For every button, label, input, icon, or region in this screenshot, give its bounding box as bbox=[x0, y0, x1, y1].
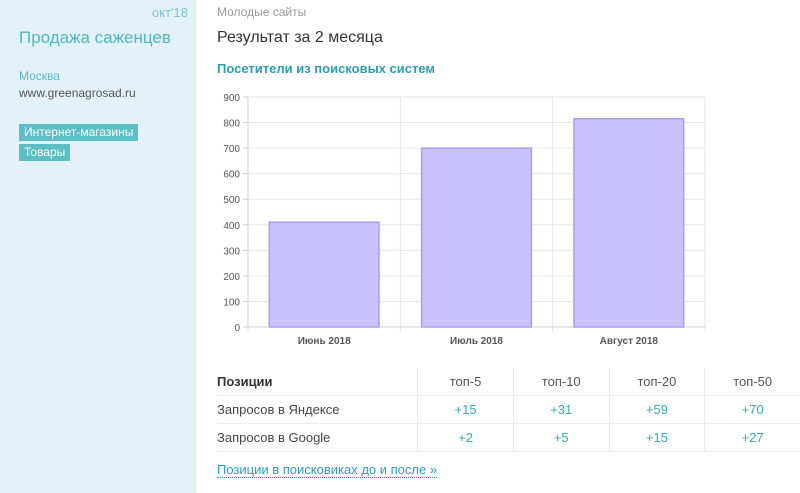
y-tick-label: 200 bbox=[223, 272, 240, 283]
column-top5: топ-5 bbox=[417, 368, 514, 396]
cell-value: +27 bbox=[704, 423, 800, 452]
column-top20: топ-20 bbox=[608, 368, 705, 396]
positions-header: Позиции bbox=[217, 368, 418, 396]
table-row: Запросов в Яндексе +15 +31 +59 +70 bbox=[217, 395, 800, 424]
chart-title: Посетители из поисковых систем bbox=[217, 61, 436, 76]
positions-before-after-link[interactable]: Позиции в поисковиках до и после » bbox=[217, 462, 438, 478]
column-top10: топ-10 bbox=[512, 368, 610, 396]
chart-bar bbox=[268, 221, 380, 328]
x-tick-label: Июнь 2018 bbox=[298, 336, 351, 347]
table-row: Запросов в Google +2 +5 +15 +27 bbox=[217, 423, 800, 452]
tag-goods[interactable]: Товары bbox=[19, 144, 71, 161]
date-label: окт'18 bbox=[152, 5, 188, 20]
project-title: Продажа саженцев bbox=[19, 28, 171, 47]
cell-value: +15 bbox=[608, 423, 705, 452]
city-label: Москва bbox=[19, 69, 60, 83]
y-tick-label: 100 bbox=[223, 297, 240, 308]
y-tick-label: 900 bbox=[223, 93, 240, 104]
tag-online-stores[interactable]: Интернет-магазины bbox=[19, 124, 139, 141]
cell-value: +70 bbox=[704, 395, 800, 424]
y-tick-label: 500 bbox=[223, 195, 240, 206]
cell-value: +15 bbox=[417, 395, 514, 424]
x-tick-label: Август 2018 bbox=[600, 336, 659, 347]
y-tick-label: 400 bbox=[223, 221, 240, 232]
table-header-row: Позиции топ-5 топ-10 топ-20 топ-50 bbox=[217, 368, 800, 396]
y-tick-label: 700 bbox=[223, 144, 240, 155]
column-top50: топ-50 bbox=[704, 368, 800, 396]
cell-value: +2 bbox=[417, 423, 514, 452]
cell-value: +31 bbox=[512, 395, 610, 424]
y-tick-label: 0 bbox=[234, 323, 240, 334]
page-title: Результат за 2 месяца bbox=[217, 29, 383, 46]
cell-value: +59 bbox=[608, 395, 705, 424]
chart-bar bbox=[573, 117, 685, 328]
x-tick-label: Июль 2018 bbox=[450, 336, 503, 347]
chart-bar bbox=[420, 147, 533, 328]
y-tick-label: 300 bbox=[223, 246, 240, 257]
sidebar: окт'18 Продажа саженцев Москва www.green… bbox=[0, 0, 196, 493]
breadcrumb: Молодые сайты bbox=[217, 5, 307, 19]
y-tick-label: 800 bbox=[223, 119, 240, 130]
y-tick-label: 600 bbox=[223, 170, 240, 181]
row-label-google: Запросов в Google bbox=[217, 423, 418, 452]
positions-table: Позиции топ-5 топ-10 топ-20 топ-50 Запро… bbox=[217, 368, 800, 452]
visitors-bar-chart: 0 100 200 300 400 500 600 700 800 900 Июнь 2018 Июл… bbox=[223, 93, 706, 347]
site-url: www.greenagrosad.ru bbox=[19, 86, 136, 100]
row-label-yandex: Запросов в Яндексе bbox=[217, 395, 418, 424]
cell-value: +5 bbox=[512, 423, 610, 452]
